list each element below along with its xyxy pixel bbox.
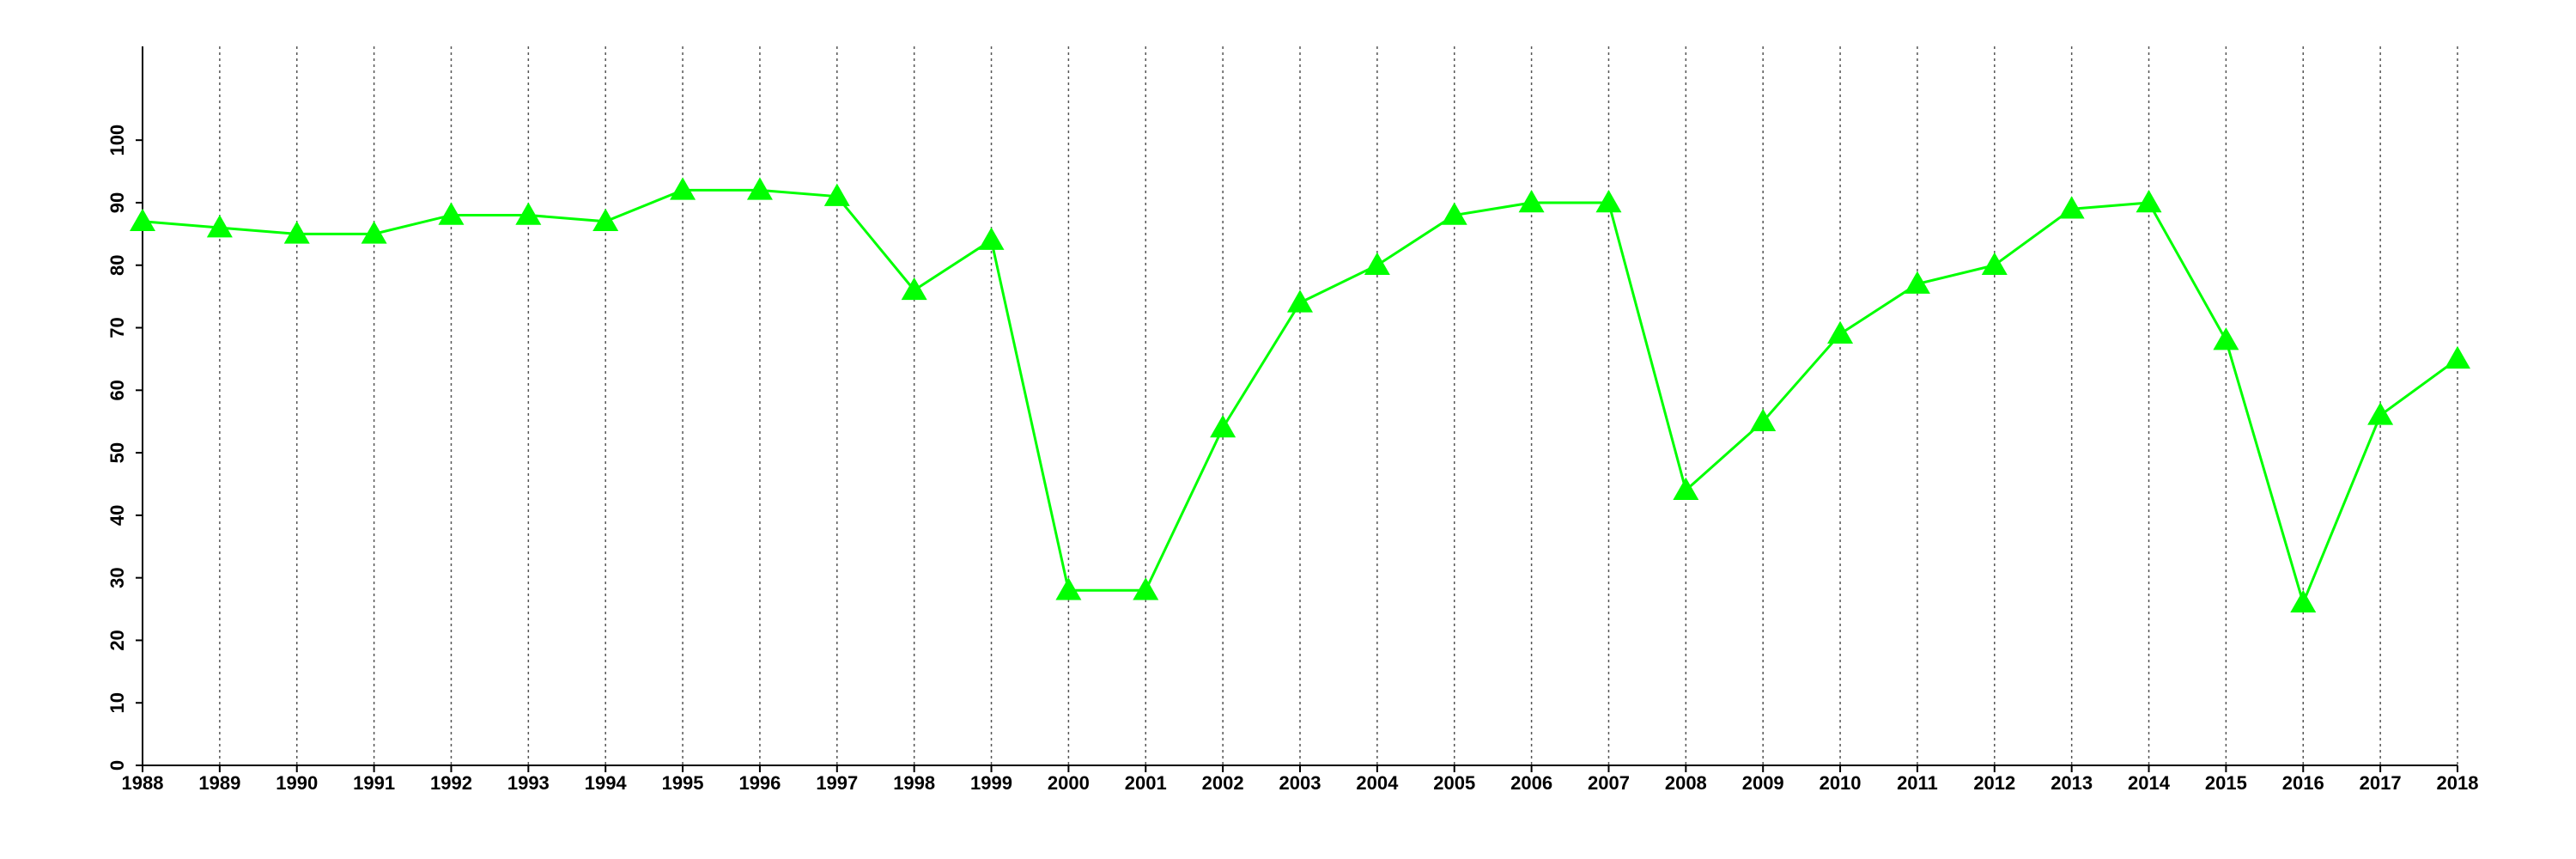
x-tick-label: 2014 bbox=[2128, 772, 2171, 794]
y-tick-label: 30 bbox=[106, 567, 128, 588]
x-tick-label: 2013 bbox=[2050, 772, 2093, 794]
marker bbox=[2445, 345, 2470, 369]
x-tick-label: 2016 bbox=[2282, 772, 2324, 794]
y-tick-label: 40 bbox=[106, 505, 128, 526]
x-tick-label: 2010 bbox=[1820, 772, 1862, 794]
x-tick-label: 2003 bbox=[1279, 772, 1321, 794]
y-tick-label: 100 bbox=[106, 125, 128, 156]
x-tick-label: 2011 bbox=[1897, 772, 1938, 794]
x-tick-label: 1997 bbox=[816, 772, 858, 794]
marker bbox=[746, 177, 773, 200]
marker bbox=[206, 215, 233, 238]
x-tick-label: 2015 bbox=[2205, 772, 2247, 794]
marker bbox=[1364, 252, 1390, 275]
x-tick-label: 2012 bbox=[1973, 772, 2015, 794]
y-tick-label: 80 bbox=[106, 254, 128, 275]
x-tick-label: 1996 bbox=[738, 772, 781, 794]
marker bbox=[1055, 577, 1082, 600]
x-tick-label: 2004 bbox=[1356, 772, 1399, 794]
marker bbox=[438, 202, 465, 225]
x-tick-label: 2002 bbox=[1202, 772, 1244, 794]
x-tick-label: 1995 bbox=[662, 772, 704, 794]
x-tick-label: 2017 bbox=[2360, 772, 2402, 794]
marker bbox=[1210, 414, 1236, 438]
marker bbox=[1133, 577, 1159, 600]
y-tick-label: 50 bbox=[106, 442, 128, 463]
x-tick-label: 1990 bbox=[276, 772, 318, 794]
marker bbox=[2136, 189, 2162, 213]
marker bbox=[670, 177, 696, 200]
marker bbox=[1750, 408, 1777, 431]
x-tick-label: 1993 bbox=[507, 772, 550, 794]
y-tick-label: 60 bbox=[106, 380, 128, 400]
x-tick-label: 2008 bbox=[1665, 772, 1707, 794]
x-tick-label: 1989 bbox=[198, 772, 240, 794]
marker bbox=[823, 183, 850, 206]
y-tick-label: 70 bbox=[106, 317, 128, 338]
x-tick-label: 1994 bbox=[585, 772, 628, 794]
x-tick-label: 2009 bbox=[1742, 772, 1784, 794]
marker bbox=[283, 221, 310, 244]
x-tick-label: 2000 bbox=[1048, 772, 1090, 794]
x-tick-label: 1988 bbox=[122, 772, 164, 794]
marker bbox=[1287, 289, 1313, 313]
y-tick-label: 10 bbox=[106, 692, 128, 713]
y-tick-label: 20 bbox=[106, 630, 128, 650]
x-tick-label: 2005 bbox=[1433, 772, 1475, 794]
marker bbox=[1673, 477, 1699, 501]
marker bbox=[1518, 189, 1545, 213]
x-tick-label: 1999 bbox=[970, 772, 1012, 794]
x-tick-label: 1991 bbox=[353, 772, 395, 794]
marker bbox=[901, 277, 927, 301]
marker bbox=[1981, 252, 2008, 275]
marker bbox=[978, 227, 1005, 250]
marker bbox=[1904, 271, 1930, 294]
marker bbox=[1827, 320, 1854, 344]
marker bbox=[592, 208, 619, 232]
marker bbox=[130, 208, 155, 232]
x-tick-label: 1998 bbox=[893, 772, 935, 794]
x-tick-label: 1992 bbox=[430, 772, 472, 794]
marker bbox=[361, 221, 387, 244]
marker bbox=[2058, 196, 2085, 219]
marker bbox=[1441, 202, 1467, 225]
marker bbox=[2367, 402, 2394, 425]
x-tick-label: 2006 bbox=[1510, 772, 1552, 794]
x-tick-label: 2001 bbox=[1125, 772, 1167, 794]
marker bbox=[1595, 189, 1622, 213]
marker bbox=[2290, 589, 2317, 613]
y-tick-label: 0 bbox=[106, 760, 128, 771]
marker bbox=[515, 202, 542, 225]
marker bbox=[2213, 327, 2239, 350]
y-tick-label: 90 bbox=[106, 192, 128, 213]
x-tick-label: 2007 bbox=[1588, 772, 1630, 794]
x-tick-label: 2018 bbox=[2437, 772, 2479, 794]
